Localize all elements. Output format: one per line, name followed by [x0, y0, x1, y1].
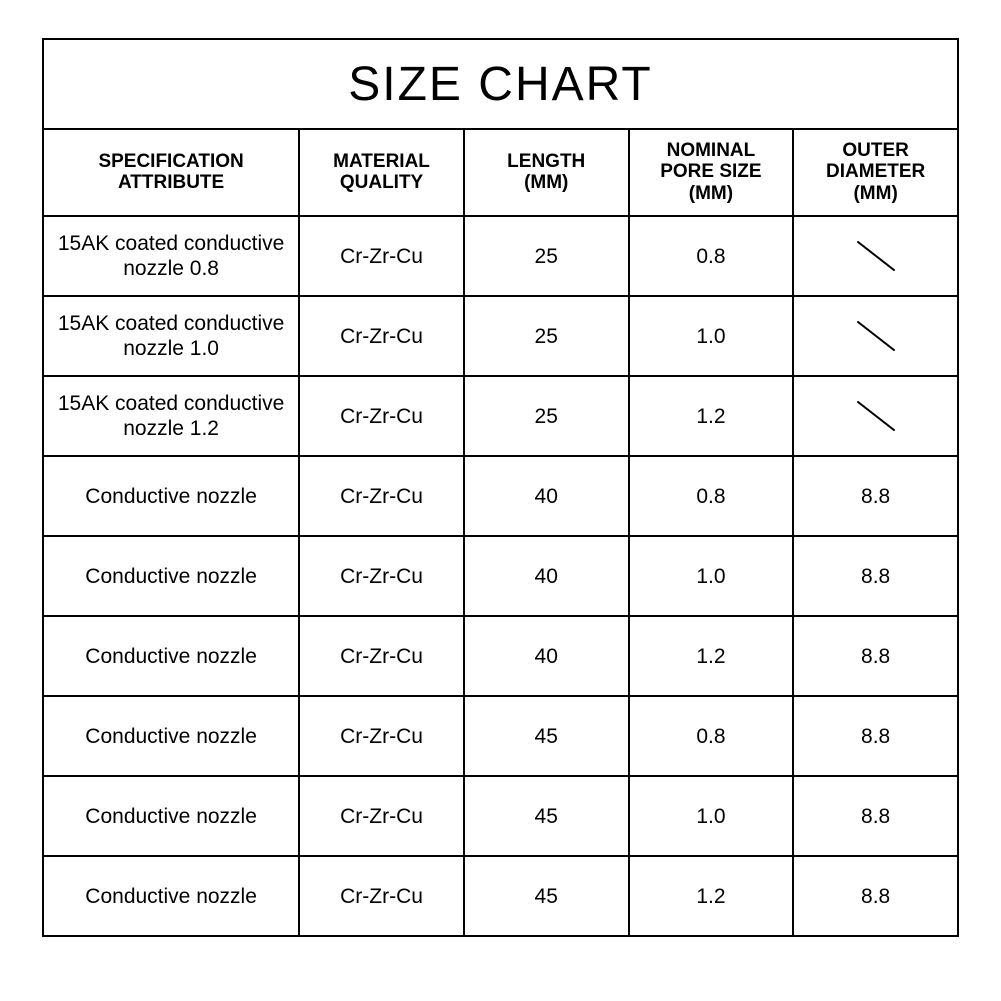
table-row: Conductive nozzle Cr-Zr-Cu 40 1.0 8.8	[43, 536, 958, 616]
cell-length: 40	[464, 456, 629, 536]
table-row: Conductive nozzle Cr-Zr-Cu 45 0.8 8.8	[43, 696, 958, 776]
table-row: Conductive nozzle Cr-Zr-Cu 40 0.8 8.8	[43, 456, 958, 536]
col-header-label: MATERIALQUALITY	[333, 151, 430, 194]
cell-outer-value: 8.8	[861, 885, 890, 908]
table-body: 15AK coated conductive nozzle 0.8 Cr-Zr-…	[43, 216, 958, 936]
cell-length: 40	[464, 536, 629, 616]
cell-outer: 8.8	[793, 456, 958, 536]
cell-pore: 0.8	[629, 456, 794, 536]
table-row: Conductive nozzle Cr-Zr-Cu 45 1.2 8.8	[43, 856, 958, 936]
cell-spec: 15AK coated conductive nozzle 1.0	[43, 296, 299, 376]
cell-pore: 0.8	[629, 696, 794, 776]
cell-material: Cr-Zr-Cu	[299, 216, 464, 296]
size-chart-table: SIZE CHART SPECIFICATIONATTRIBUTE MATERI…	[42, 38, 959, 937]
cell-outer: 8.8	[793, 696, 958, 776]
cell-spec: 15AK coated conductive nozzle 1.2	[43, 376, 299, 456]
cell-length: 45	[464, 776, 629, 856]
cell-outer-value: 8.8	[861, 565, 890, 588]
cell-pore: 0.8	[629, 216, 794, 296]
cell-outer-value: 8.8	[861, 645, 890, 668]
cell-pore: 1.0	[629, 776, 794, 856]
col-header-label: NOMINALPORE SIZE(MM)	[660, 140, 761, 205]
cell-outer: 8.8	[793, 616, 958, 696]
cell-outer: 8.8	[793, 536, 958, 616]
cell-spec: Conductive nozzle	[43, 696, 299, 776]
cell-length: 40	[464, 616, 629, 696]
slash-icon	[852, 318, 900, 354]
cell-material: Cr-Zr-Cu	[299, 776, 464, 856]
cell-outer	[793, 216, 958, 296]
table-row: 15AK coated conductive nozzle 1.0 Cr-Zr-…	[43, 296, 958, 376]
table-row: Conductive nozzle Cr-Zr-Cu 45 1.0 8.8	[43, 776, 958, 856]
col-header-label: SPECIFICATIONATTRIBUTE	[98, 151, 243, 194]
cell-outer: 8.8	[793, 856, 958, 936]
cell-material: Cr-Zr-Cu	[299, 856, 464, 936]
table-header-row: SPECIFICATIONATTRIBUTE MATERIALQUALITY L…	[43, 129, 958, 217]
table-row: 15AK coated conductive nozzle 1.2 Cr-Zr-…	[43, 376, 958, 456]
table-row: Conductive nozzle Cr-Zr-Cu 40 1.2 8.8	[43, 616, 958, 696]
cell-length: 45	[464, 856, 629, 936]
col-header-pore: NOMINALPORE SIZE(MM)	[629, 129, 794, 217]
cell-pore: 1.2	[629, 616, 794, 696]
cell-material: Cr-Zr-Cu	[299, 376, 464, 456]
table-title: SIZE CHART	[43, 39, 958, 129]
cell-pore: 1.2	[629, 856, 794, 936]
cell-length: 25	[464, 376, 629, 456]
col-header-label: LENGTH(MM)	[507, 151, 585, 194]
cell-pore: 1.2	[629, 376, 794, 456]
cell-length: 45	[464, 696, 629, 776]
cell-material: Cr-Zr-Cu	[299, 696, 464, 776]
cell-pore: 1.0	[629, 536, 794, 616]
cell-spec: 15AK coated conductive nozzle 0.8	[43, 216, 299, 296]
cell-material: Cr-Zr-Cu	[299, 616, 464, 696]
cell-outer	[793, 376, 958, 456]
cell-outer	[793, 296, 958, 376]
cell-spec: Conductive nozzle	[43, 776, 299, 856]
cell-outer-value: 8.8	[861, 725, 890, 748]
cell-spec: Conductive nozzle	[43, 616, 299, 696]
cell-outer-value: 8.8	[861, 485, 890, 508]
cell-outer: 8.8	[793, 776, 958, 856]
cell-material: Cr-Zr-Cu	[299, 456, 464, 536]
cell-spec: Conductive nozzle	[43, 536, 299, 616]
table-row: 15AK coated conductive nozzle 0.8 Cr-Zr-…	[43, 216, 958, 296]
cell-outer-value: 8.8	[861, 805, 890, 828]
cell-material: Cr-Zr-Cu	[299, 536, 464, 616]
col-header-material: MATERIALQUALITY	[299, 129, 464, 217]
col-header-spec: SPECIFICATIONATTRIBUTE	[43, 129, 299, 217]
slash-icon	[852, 238, 900, 274]
cell-length: 25	[464, 216, 629, 296]
slash-icon	[852, 398, 900, 434]
col-header-label: OUTERDIAMETER(MM)	[826, 140, 925, 205]
cell-spec: Conductive nozzle	[43, 856, 299, 936]
cell-material: Cr-Zr-Cu	[299, 296, 464, 376]
cell-length: 25	[464, 296, 629, 376]
col-header-outer: OUTERDIAMETER(MM)	[793, 129, 958, 217]
col-header-length: LENGTH(MM)	[464, 129, 629, 217]
cell-spec: Conductive nozzle	[43, 456, 299, 536]
cell-pore: 1.0	[629, 296, 794, 376]
